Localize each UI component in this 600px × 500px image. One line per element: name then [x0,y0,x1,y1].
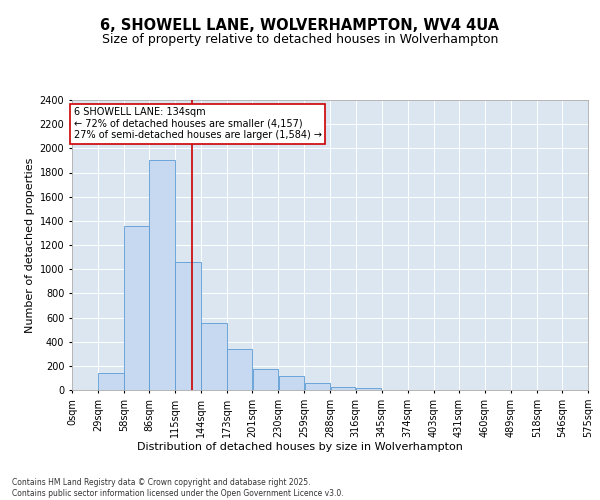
Y-axis label: Number of detached properties: Number of detached properties [25,158,35,332]
Text: Distribution of detached houses by size in Wolverhampton: Distribution of detached houses by size … [137,442,463,452]
Text: Contains HM Land Registry data © Crown copyright and database right 2025.
Contai: Contains HM Land Registry data © Crown c… [12,478,344,498]
Bar [356,388,382,390]
Bar [149,160,175,390]
Bar [175,262,201,390]
Text: Size of property relative to detached houses in Wolverhampton: Size of property relative to detached ho… [102,32,498,46]
Bar [227,349,252,390]
Text: 6 SHOWELL LANE: 134sqm
← 72% of detached houses are smaller (4,157)
27% of semi-: 6 SHOWELL LANE: 134sqm ← 72% of detached… [74,108,322,140]
Bar [305,383,330,390]
Bar [253,370,278,390]
Bar [278,376,304,390]
Text: 6, SHOWELL LANE, WOLVERHAMPTON, WV4 4UA: 6, SHOWELL LANE, WOLVERHAMPTON, WV4 4UA [100,18,500,32]
Bar [331,387,355,390]
Bar [124,226,149,390]
Bar [98,373,124,390]
Bar [202,323,227,390]
